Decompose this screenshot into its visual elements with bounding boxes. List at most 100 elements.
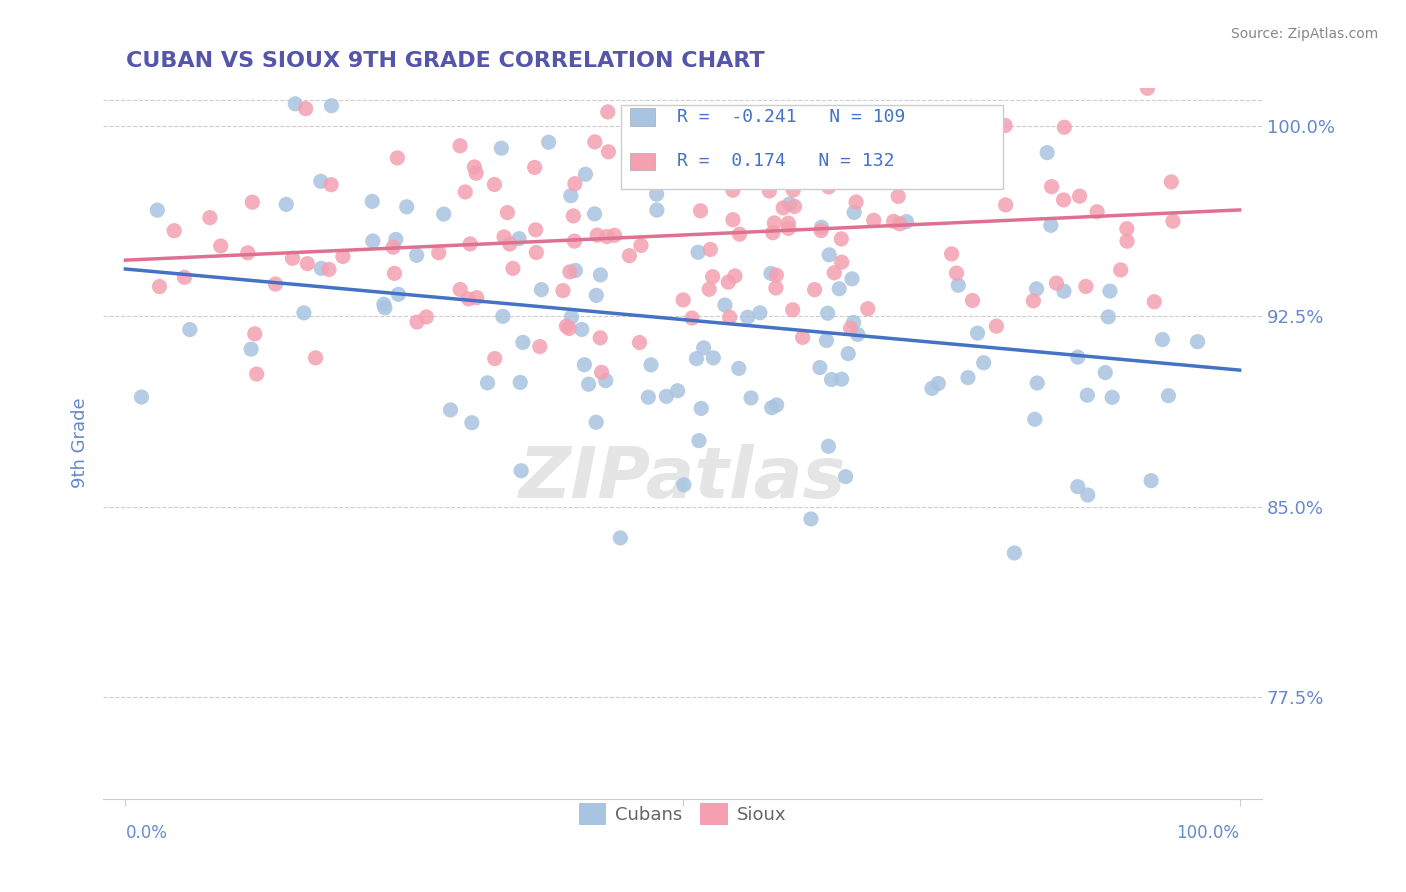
Point — [585, 288, 607, 302]
Point — [461, 416, 484, 430]
Point — [702, 269, 724, 284]
Point — [198, 211, 221, 225]
Point — [598, 145, 620, 159]
Point — [457, 292, 479, 306]
Point — [524, 245, 547, 260]
Point — [1143, 294, 1166, 309]
Point — [1026, 376, 1049, 390]
Point — [928, 68, 950, 82]
Point — [994, 198, 1017, 212]
Point — [454, 185, 477, 199]
Point — [810, 220, 832, 235]
Point — [831, 372, 853, 386]
Point — [292, 306, 315, 320]
Point — [512, 335, 534, 350]
Point — [465, 166, 488, 180]
Point — [321, 178, 343, 192]
FancyBboxPatch shape — [630, 153, 655, 170]
Point — [589, 268, 612, 282]
Point — [759, 267, 782, 281]
Point — [574, 167, 596, 181]
Point — [385, 232, 408, 246]
Point — [986, 319, 1008, 334]
Point — [772, 201, 794, 215]
Point — [1076, 388, 1098, 402]
Point — [496, 205, 519, 219]
Point — [586, 228, 609, 243]
Point — [681, 311, 703, 326]
Legend: Cubans, Sioux: Cubans, Sioux — [572, 796, 793, 832]
Point — [387, 151, 409, 165]
Point — [792, 330, 814, 344]
Point — [994, 119, 1017, 133]
Point — [609, 531, 631, 545]
Point — [571, 322, 593, 336]
Point — [465, 291, 488, 305]
Point — [689, 203, 711, 218]
Point — [856, 301, 879, 316]
Point — [173, 270, 195, 285]
Point — [558, 265, 581, 279]
Point — [844, 205, 866, 219]
FancyBboxPatch shape — [630, 109, 655, 127]
Point — [801, 68, 824, 82]
Point — [1069, 189, 1091, 203]
Point — [131, 390, 153, 404]
Point — [1067, 350, 1090, 364]
Point — [297, 257, 319, 271]
Point — [433, 207, 456, 221]
Point — [179, 322, 201, 336]
Point — [666, 384, 689, 398]
Point — [1067, 480, 1090, 494]
Point — [1161, 214, 1184, 228]
Point — [1024, 412, 1046, 426]
Point — [758, 184, 780, 198]
Point — [765, 268, 787, 282]
Point — [842, 315, 865, 329]
Point — [688, 434, 710, 448]
Point — [589, 331, 612, 345]
Point — [721, 183, 744, 197]
Point — [862, 213, 884, 227]
Text: CUBAN VS SIOUX 9TH GRADE CORRELATION CHART: CUBAN VS SIOUX 9TH GRADE CORRELATION CHA… — [127, 51, 765, 70]
Point — [962, 293, 984, 308]
Point — [1040, 179, 1063, 194]
Point — [492, 310, 515, 324]
Point — [405, 248, 427, 262]
Point — [560, 188, 582, 202]
Point — [146, 203, 169, 218]
Point — [537, 135, 560, 149]
Point — [484, 351, 506, 366]
Point — [619, 249, 641, 263]
Point — [831, 255, 853, 269]
Point — [583, 207, 606, 221]
Point — [737, 310, 759, 325]
Point — [311, 261, 333, 276]
Point — [630, 238, 652, 252]
Point — [884, 113, 907, 128]
Point — [509, 376, 531, 390]
Point — [510, 464, 533, 478]
Point — [1098, 284, 1121, 298]
Point — [560, 310, 582, 324]
Point — [845, 194, 868, 209]
Point — [699, 243, 721, 257]
Point — [595, 374, 617, 388]
Point — [1160, 175, 1182, 189]
Point — [564, 263, 586, 277]
Point — [1116, 234, 1139, 248]
Point — [948, 278, 970, 293]
Point — [966, 326, 988, 340]
Point — [361, 234, 384, 248]
Point — [449, 138, 471, 153]
Point — [1002, 546, 1025, 560]
Point — [1085, 204, 1108, 219]
Point — [820, 372, 842, 386]
Point — [763, 216, 786, 230]
Point — [1109, 263, 1132, 277]
Point — [685, 351, 707, 366]
Point — [697, 282, 720, 296]
Point — [828, 282, 851, 296]
Point — [823, 176, 845, 190]
Point — [564, 234, 586, 248]
